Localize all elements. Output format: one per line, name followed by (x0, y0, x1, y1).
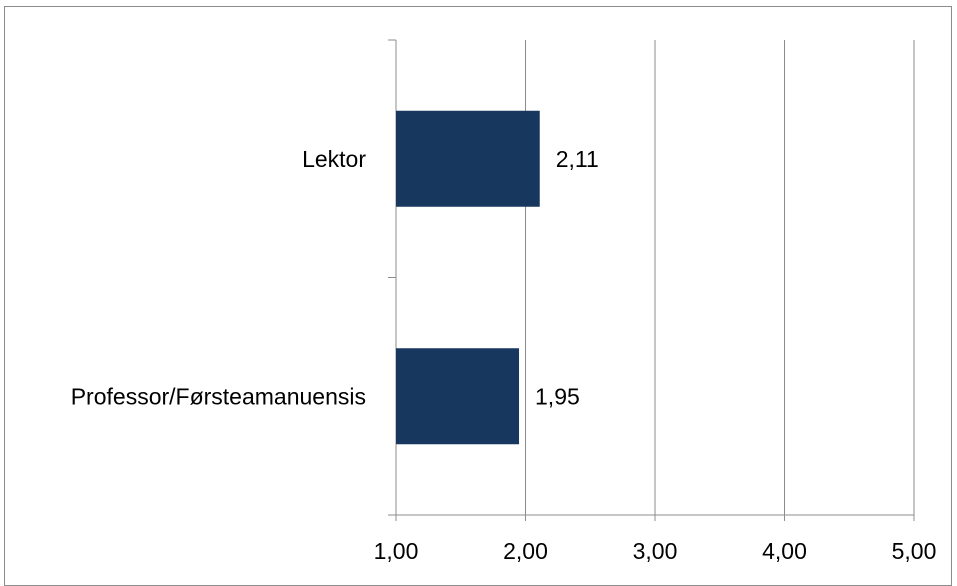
x-tick-label: 1,00 (374, 538, 419, 564)
data-label: 1,95 (535, 383, 580, 409)
x-tick-label: 3,00 (633, 538, 678, 564)
category-label: Professor/Førsteamanuensis (71, 383, 366, 409)
bar (396, 110, 540, 207)
x-tick-label: 4,00 (762, 538, 807, 564)
x-tick-label: 5,00 (892, 538, 937, 564)
data-label: 2,11 (556, 146, 599, 172)
category-label: Lektor (302, 146, 366, 172)
labels: 1,00 2,00 3,00 4,00 5,00 Lektor 2,11 Professor/… (71, 146, 937, 564)
bar (396, 348, 520, 445)
x-tick-label: 2,00 (503, 538, 548, 564)
gridlines (525, 40, 915, 515)
bars (396, 110, 540, 445)
